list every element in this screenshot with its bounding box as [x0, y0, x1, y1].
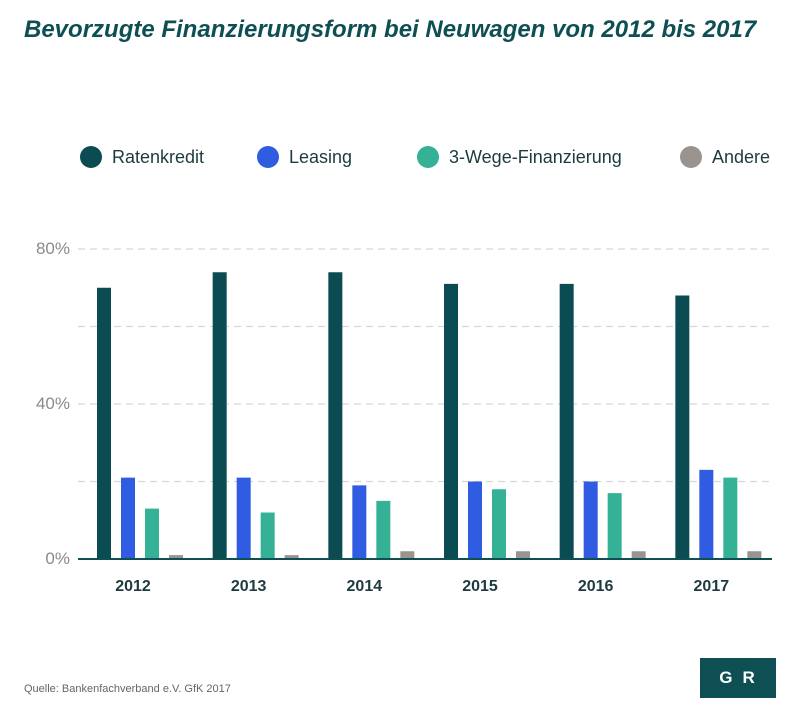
legend-item-andere: Andere — [680, 146, 770, 168]
legend-label-ratenkredit: Ratenkredit — [112, 146, 205, 167]
legend-item-ratenkredit: Ratenkredit — [80, 146, 204, 168]
bar-ratenkredit-2015 — [444, 283, 458, 559]
legend-item-leasing: Leasing — [257, 146, 352, 168]
bar-ratenkredit-2017 — [675, 295, 690, 559]
legend-item-3-wege-finanzierung: 3-Wege-Finanzierung — [417, 146, 622, 168]
bar-leasing-2017 — [699, 469, 714, 559]
x-tick-label: 2016 — [578, 578, 614, 595]
x-tick-label: 2012 — [115, 578, 151, 595]
chart-title: Bevorzugte Finanzierungsform bei Neuwage… — [24, 16, 757, 43]
x-tick-label: 2014 — [347, 578, 383, 595]
bar-andere-2014 — [400, 551, 415, 559]
bar-3-wege-finanzierung-2017 — [723, 477, 738, 559]
legend-swatch-ratenkredit — [80, 146, 102, 168]
x-tick-label: 2013 — [231, 578, 267, 595]
bar-ratenkredit-2013 — [212, 272, 227, 559]
legend-swatch-andere — [680, 146, 702, 168]
source-note: Quelle: Bankenfachverband e.V. GfK 2017 — [24, 683, 231, 695]
gr-logo: GR — [700, 658, 776, 698]
y-tick-label: 80% — [36, 239, 70, 258]
bar-ratenkredit-2014 — [328, 272, 343, 559]
bar-andere-2013 — [284, 555, 299, 559]
bar-andere-2012 — [169, 555, 183, 559]
bar-leasing-2015 — [468, 481, 482, 559]
bar-leasing-2013 — [236, 477, 251, 559]
bar-ratenkredit-2012 — [97, 287, 111, 559]
bar-3-wege-finanzierung-2015 — [492, 489, 506, 559]
bar-3-wege-finanzierung-2013 — [260, 512, 275, 559]
chart-legend: Ratenkredit Leasing 3-Wege-Finanzierung … — [0, 146, 800, 176]
y-tick-label: 0% — [45, 549, 70, 568]
legend-label-3-wege-finanzierung: 3-Wege-Finanzierung — [449, 146, 622, 167]
bar-andere-2016 — [631, 551, 646, 559]
legend-label-andere: Andere — [712, 146, 771, 167]
bar-3-wege-finanzierung-2014 — [376, 500, 391, 559]
legend-swatch-leasing — [257, 146, 279, 168]
bar-3-wege-finanzierung-2012 — [145, 508, 159, 559]
bar-andere-2017 — [747, 551, 762, 559]
bar-leasing-2014 — [352, 485, 367, 559]
bar-leasing-2016 — [583, 481, 598, 559]
x-tick-label: 2017 — [694, 578, 730, 595]
bar-andere-2015 — [516, 551, 530, 559]
bar-ratenkredit-2016 — [559, 283, 574, 559]
legend-label-leasing: Leasing — [289, 146, 353, 167]
bar-leasing-2012 — [121, 477, 135, 559]
bar-3-wege-finanzierung-2016 — [607, 493, 622, 559]
y-tick-label: 40% — [36, 394, 70, 413]
x-tick-label: 2015 — [462, 578, 498, 595]
legend-swatch-3-wege-finanzierung — [417, 146, 439, 168]
